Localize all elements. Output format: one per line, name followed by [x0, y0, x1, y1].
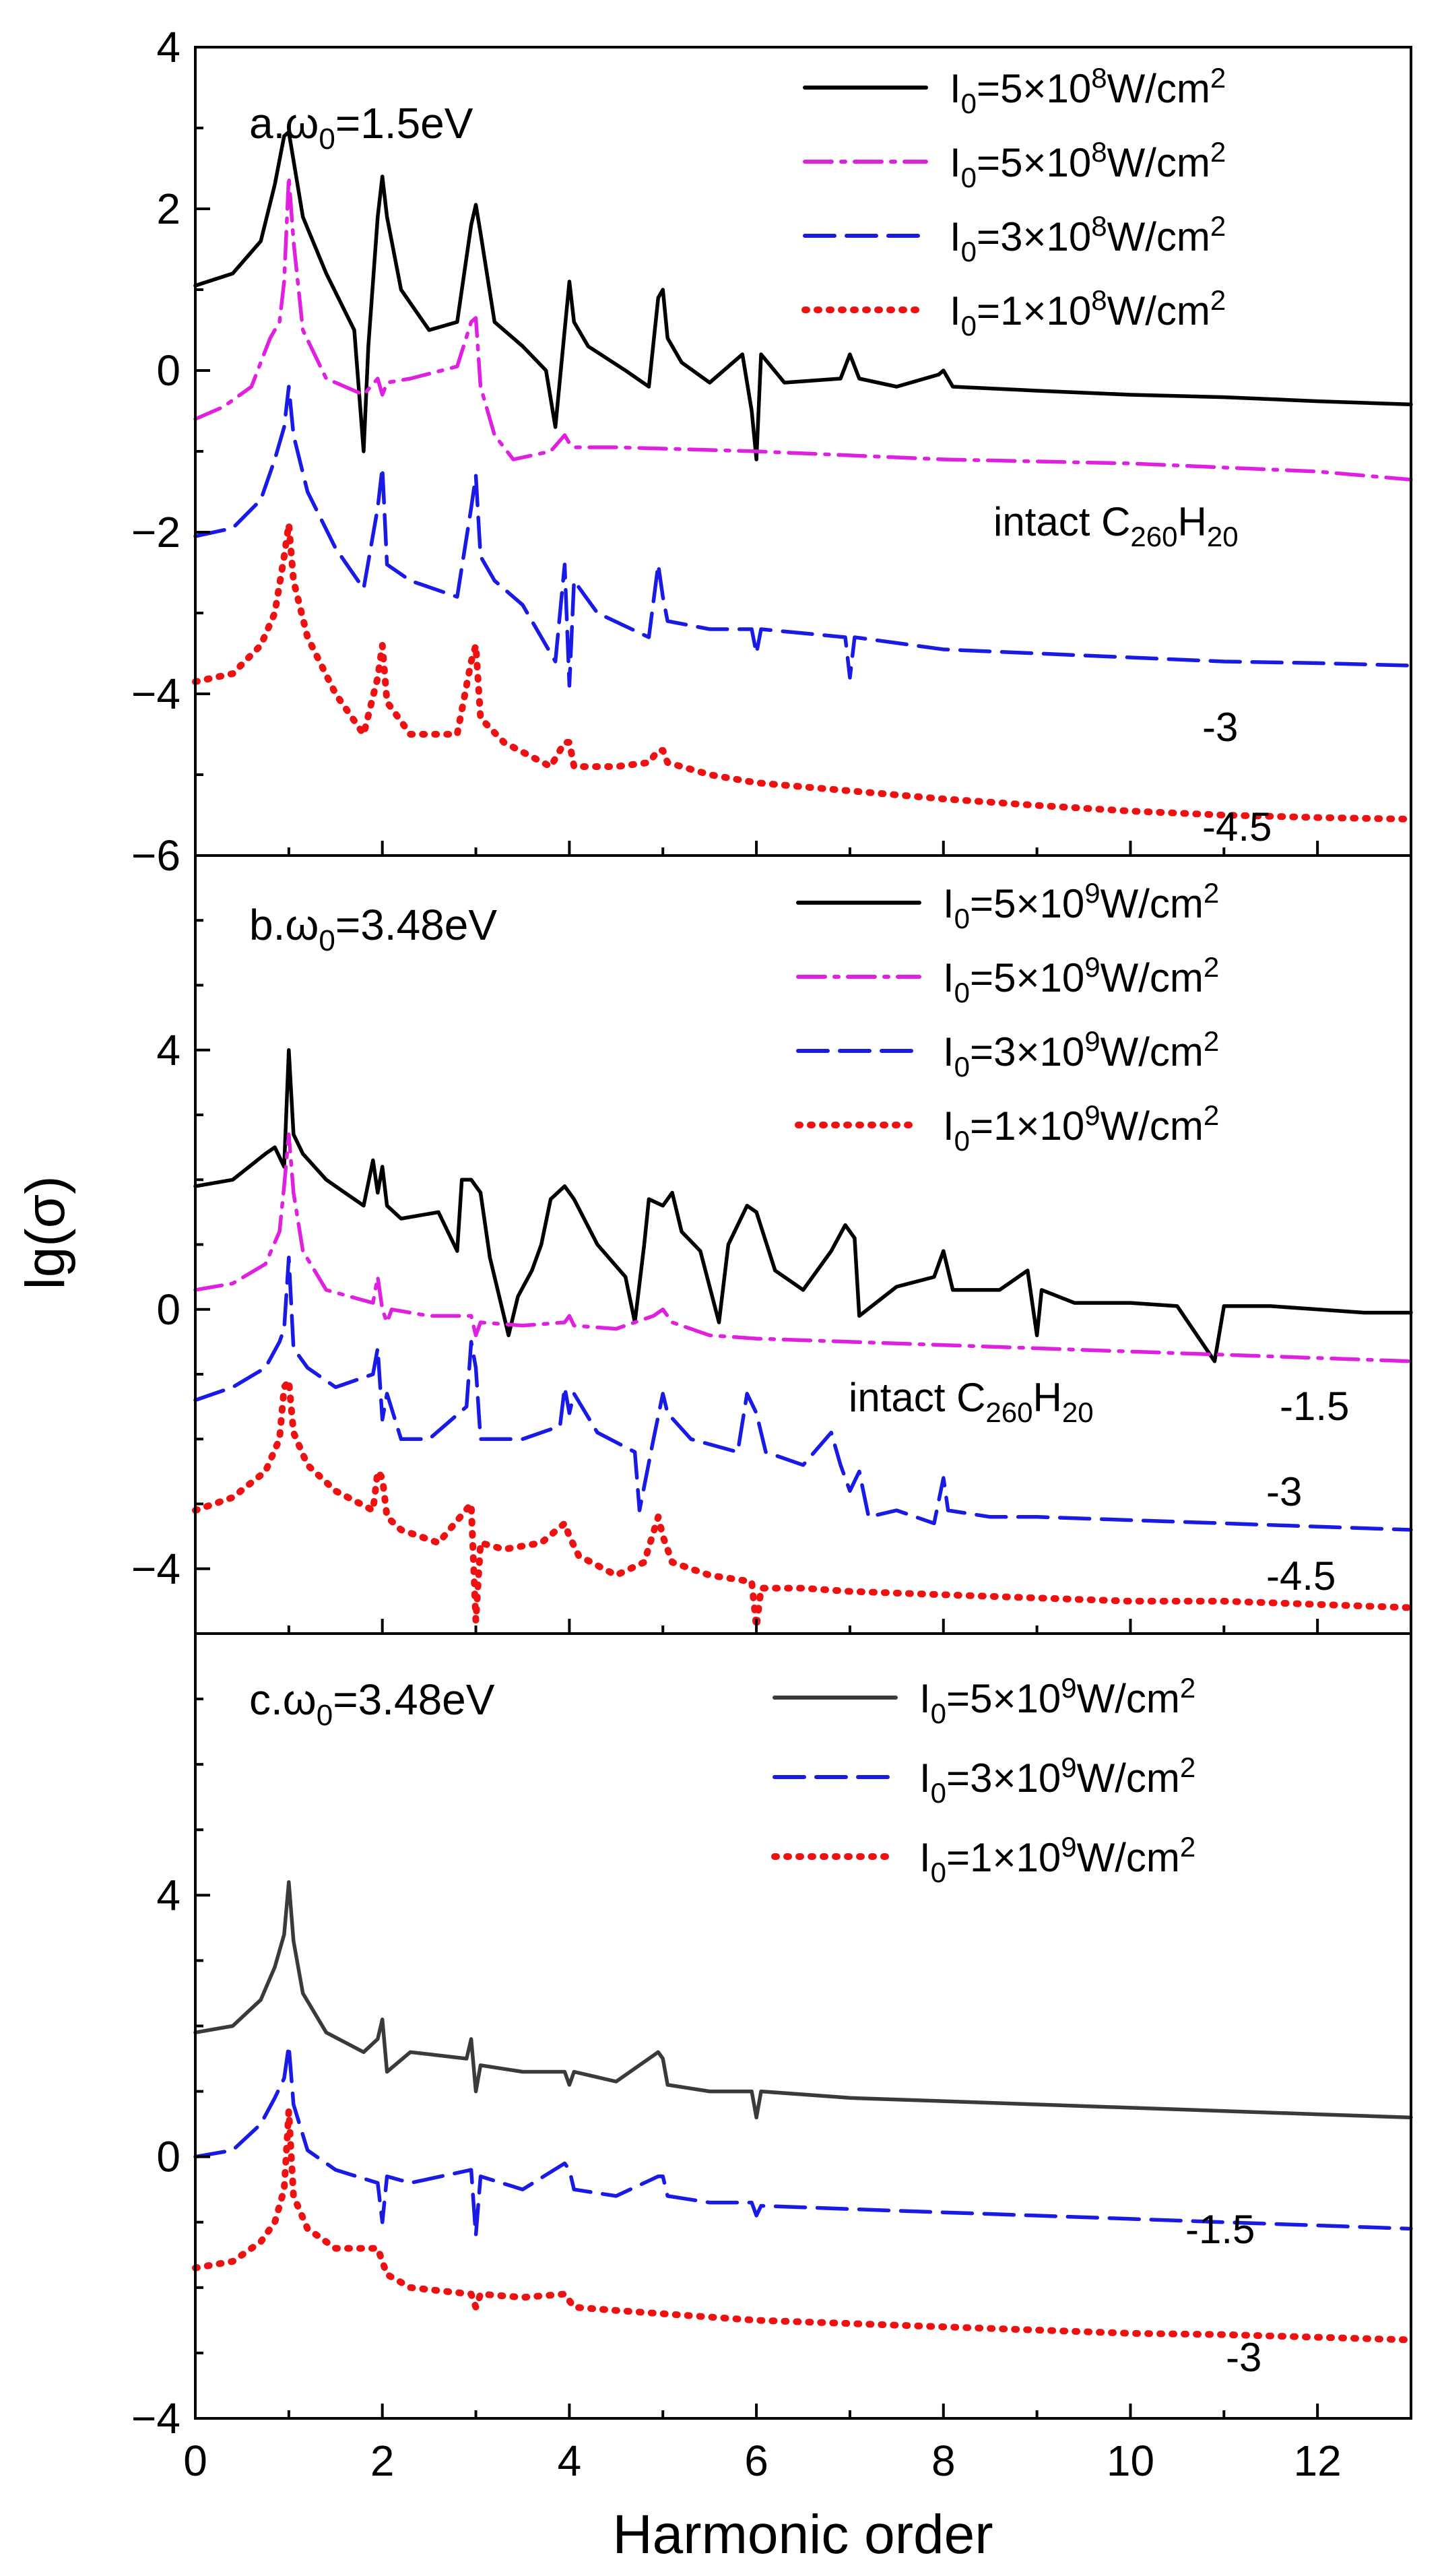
panel-a-ytick-label: −6 — [131, 831, 180, 880]
panel-a-ytick-label: 4 — [156, 23, 180, 71]
panel-b-ytick-label: 4 — [156, 1026, 180, 1074]
panel-b-ytick-label: 0 — [156, 1285, 180, 1334]
x-tick-label: 0 — [183, 2437, 207, 2485]
panel-b-legend: I0=5×109W/cm2 I0=5×109W/cm2 I0=3×109W/cm2 I… — [795, 877, 1219, 1157]
panel-a-ytick-label: −2 — [131, 508, 180, 556]
panel-c-offset-label: -1.5 — [1185, 2207, 1255, 2252]
panel-b-annotation-molecule: intact C260H20 — [849, 1375, 1094, 1428]
panel-a: 4 2 0 −2 −4 −6 a.ω0=1.5eV intact C260H20 -3 -… — [131, 23, 1414, 880]
panel-a-series-2-line — [193, 174, 1413, 482]
panel-b-offset-label: -4.5 — [1266, 1553, 1336, 1599]
panel-c-legend: I0=5×109W/cm2 I0=3×109W/cm2 I0=1×109W/cm2 — [771, 1672, 1195, 1888]
panel-c-title: c.ω0=3.48eV — [249, 1675, 495, 1732]
x-axis-label: Harmonic order — [612, 2504, 993, 2565]
x-tick-label: 2 — [370, 2437, 395, 2485]
panel-a-legend: I0=5×108W/cm2 I0=5×108W/cm2 I0=3×108W/cm2 I… — [801, 62, 1226, 342]
panel-c-curves — [192, 1880, 1414, 2344]
panel-b-ytick-label: −4 — [131, 1545, 180, 1593]
panel-a-series-4-line — [192, 521, 1414, 823]
panel-c-legend-label-3: I0=1×109W/cm2 — [919, 1831, 1195, 1888]
panel-a-title: a.ω0=1.5eV — [249, 99, 473, 156]
panel-a-legend-label-4: I0=1×108W/cm2 — [950, 284, 1226, 342]
panel-b-legend-label-4: I0=1×109W/cm2 — [943, 1099, 1219, 1157]
panel-a-yticks: 4 2 0 −2 −4 −6 — [131, 23, 1412, 880]
panel-a-ytick-label: 0 — [156, 346, 180, 395]
panel-c-offset-label: -3 — [1226, 2335, 1261, 2380]
panel-b-curves — [192, 1048, 1414, 1631]
panel-a-legend-label-3: I0=3×108W/cm2 — [950, 210, 1226, 267]
panel-c-yticks: 4 0 −4 — [131, 1632, 1412, 2443]
x-axis: 0 2 4 6 8 10 12 — [183, 2437, 1342, 2485]
x-tick-label: 4 — [558, 2437, 582, 2485]
panel-b-legend-label-1: I0=5×109W/cm2 — [943, 877, 1219, 934]
panel-c-ytick-label: 0 — [156, 2133, 180, 2181]
x-tick-label: 6 — [744, 2437, 768, 2485]
panel-b-series-3-line — [193, 1256, 1413, 1532]
panel-b-title: b.ω0=3.48eV — [249, 901, 497, 957]
panel-c-legend-label-2: I0=3×109W/cm2 — [919, 1751, 1195, 1809]
panel-b-offset-label: -1.5 — [1280, 1384, 1349, 1429]
panel-b-offset-label: -3 — [1266, 1469, 1302, 1514]
panel-c-ytick-label: −4 — [131, 2394, 180, 2443]
x-tick-label: 10 — [1107, 2437, 1154, 2485]
x-tick-label: 12 — [1294, 2437, 1342, 2485]
panel-a-curves — [192, 130, 1414, 823]
panel-c-legend-label-1: I0=5×109W/cm2 — [919, 1672, 1195, 1729]
panel-a-ytick-label: 2 — [156, 185, 180, 233]
panel-a-annotation-molecule: intact C260H20 — [993, 499, 1239, 552]
panel-b-legend-label-2: I0=5×109W/cm2 — [943, 951, 1219, 1008]
panel-a-legend-label-1: I0=5×108W/cm2 — [950, 62, 1226, 119]
panel-a-series-3-line — [193, 385, 1413, 688]
panel-c-series-3-line — [192, 2107, 1414, 2344]
panel-a-offset-label: -4.5 — [1202, 804, 1272, 849]
panel-a-ytick-label: −4 — [131, 670, 180, 718]
y-axis-label: lg(σ) — [15, 1176, 76, 1289]
panel-a-legend-label-2: I0=5×108W/cm2 — [950, 136, 1226, 193]
panel-a-offset-label: -3 — [1202, 705, 1238, 750]
panel-c-series-1-line — [193, 1880, 1413, 2120]
panel-b-legend-label-3: I0=3×109W/cm2 — [943, 1025, 1219, 1083]
panel-b-series-2-line — [193, 1132, 1413, 1363]
panel-b-series-4-line — [192, 1377, 1414, 1631]
x-tick-label: 8 — [931, 2437, 956, 2485]
panel-b-series-1-line — [193, 1048, 1413, 1363]
panel-c: 40−4 c.ω0=3.48eV -1.5 -3 I0=5×109W/cm2I0… — [131, 1632, 1414, 2443]
panel-c-ytick-label: 4 — [156, 1871, 180, 1919]
panel-a-series-1-line — [193, 130, 1413, 461]
panel-c-series-2-line — [193, 2043, 1413, 2237]
